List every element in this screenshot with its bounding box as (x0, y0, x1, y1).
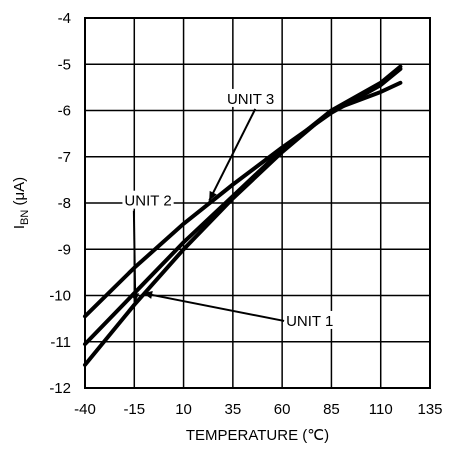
y-tick-label: -9 (58, 241, 71, 258)
y-tick-label: -11 (50, 334, 71, 351)
annotation-arrowhead (143, 291, 153, 299)
y-axis-label: IBN (μA) (11, 177, 31, 229)
annotation-arrow-line (142, 292, 285, 322)
y-axis-label-main: I (11, 225, 28, 229)
y-axis-label-unit: (μA) (11, 177, 28, 210)
annotation-label: UNIT 2 (124, 193, 171, 210)
annotation-label-bg (122, 190, 174, 209)
annotations: UNIT 3 UNIT 2 UNIT 1 (122, 88, 336, 330)
x-axis-label: TEMPERATURE (℃) (186, 427, 329, 444)
y-tick-label: -5 (58, 56, 71, 73)
y-tick-label: -6 (58, 103, 71, 120)
x-tick-label: 85 (323, 401, 340, 418)
annotation-arrowhead (209, 190, 217, 201)
x-tick-label: 60 (274, 401, 291, 418)
x-tick-label: -15 (123, 401, 145, 418)
annotation-label: UNIT 1 (286, 313, 333, 330)
series-line-unit-3 (83, 66, 403, 319)
y-tick-label: -12 (49, 380, 71, 397)
x-tick-label: 35 (225, 401, 242, 418)
annotation-arrowhead (131, 293, 140, 303)
x-tick-labels: -40 -15 10 35 60 85 110 135 (74, 401, 442, 418)
y-tick-label: -8 (58, 195, 71, 212)
x-tick-label: 110 (369, 401, 393, 418)
annotation-label: UNIT 3 (227, 91, 274, 108)
y-tick-label: -10 (49, 288, 71, 305)
y-tick-label: -7 (58, 149, 71, 166)
series-line-unit-1 (83, 64, 403, 367)
y-tick-label: -4 (58, 10, 71, 27)
annotation-arrow-line (132, 210, 137, 303)
y-tick-labels: -4 -5 -6 -7 -8 -9 -10 -11 -12 (49, 10, 71, 397)
y-axis-label-sub: BN (19, 210, 31, 225)
x-tick-label: 10 (175, 401, 192, 418)
annotation-arrow-line (208, 108, 257, 202)
x-tick-label: -40 (74, 401, 96, 418)
series-group (83, 64, 403, 367)
annotation-label-bg (284, 310, 336, 329)
x-tick-label: 135 (417, 401, 442, 418)
annotation-label-bg (224, 88, 277, 107)
series-line-unit-2 (83, 80, 403, 347)
plot-frame (84, 17, 431, 389)
